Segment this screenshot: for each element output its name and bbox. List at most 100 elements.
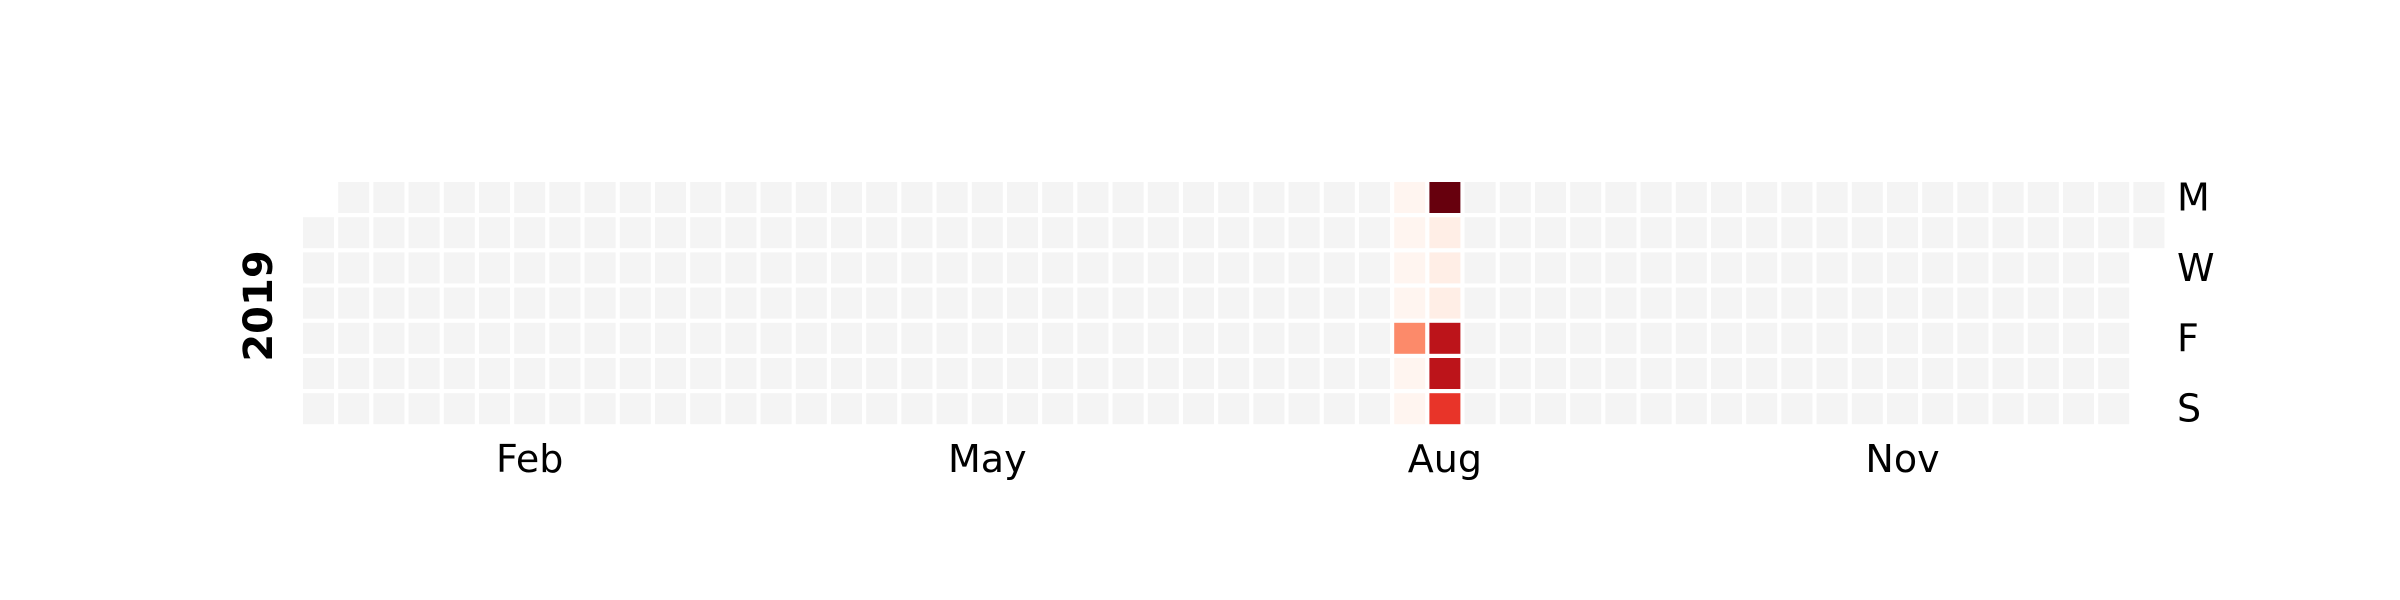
day-cell-2019-04-24 bbox=[866, 252, 898, 284]
weekday-label-2: W bbox=[2177, 246, 2215, 290]
weekday-label-6: S bbox=[2177, 387, 2201, 431]
day-cell-2019-04-05 bbox=[760, 322, 792, 354]
day-cell-2019-11-28 bbox=[1957, 287, 1989, 319]
day-cell-2019-01-19 bbox=[373, 358, 405, 389]
day-cell-2019-10-29 bbox=[1816, 217, 1848, 249]
day-cell-2019-11-14 bbox=[1887, 287, 1918, 319]
day-cell-2019-03-12 bbox=[655, 217, 686, 249]
day-cell-2019-10-19 bbox=[1746, 358, 1778, 389]
day-cell-2019-11-19 bbox=[1922, 217, 1954, 249]
day-cell-2019-01-18 bbox=[373, 322, 405, 354]
day-cell-2019-01-08 bbox=[338, 217, 370, 249]
day-cell-2019-03-04 bbox=[619, 182, 651, 213]
day-cell-2019-06-18 bbox=[1147, 217, 1179, 249]
day-cell-2019-08-10 bbox=[1394, 358, 1426, 389]
day-cell-2019-01-16 bbox=[373, 252, 405, 284]
day-cell-2019-11-06 bbox=[1851, 252, 1883, 284]
day-cell-2019-05-21 bbox=[1007, 217, 1038, 249]
day-cell-2019-11-30 bbox=[1957, 358, 1989, 389]
day-cell-2019-06-28 bbox=[1183, 322, 1214, 354]
day-cell-2019-09-28 bbox=[1640, 358, 1672, 389]
day-cell-2019-02-24 bbox=[549, 393, 581, 425]
day-cell-2019-09-22 bbox=[1605, 393, 1637, 425]
day-cell-2019-02-12 bbox=[514, 217, 546, 249]
day-cell-2019-05-04 bbox=[901, 358, 933, 389]
day-cell-2019-08-18 bbox=[1429, 393, 1461, 425]
day-cell-2019-10-28 bbox=[1816, 182, 1848, 213]
day-cell-2019-05-29 bbox=[1042, 252, 1074, 284]
day-cell-2019-09-16 bbox=[1605, 182, 1637, 213]
day-cell-2019-12-23 bbox=[2098, 182, 2130, 213]
day-cell-2019-12-02 bbox=[1992, 182, 2024, 213]
day-cell-2019-11-04 bbox=[1851, 182, 1883, 213]
day-cell-2019-01-06 bbox=[303, 393, 334, 425]
day-cell-2019-05-06 bbox=[936, 182, 968, 213]
day-cell-2019-04-29 bbox=[901, 182, 933, 213]
day-cell-2019-08-05 bbox=[1394, 182, 1426, 213]
day-cell-2019-05-07 bbox=[936, 217, 968, 249]
day-cell-2019-06-01 bbox=[1042, 358, 1074, 389]
day-cell-2019-06-06 bbox=[1077, 287, 1109, 319]
day-cell-2019-11-09 bbox=[1851, 358, 1883, 389]
day-cell-2019-03-11 bbox=[655, 182, 686, 213]
day-cell-2019-09-29 bbox=[1640, 393, 1672, 425]
day-cell-2019-03-29 bbox=[725, 322, 757, 354]
day-cell-2019-12-12 bbox=[2027, 287, 2059, 319]
day-cell-2019-05-30 bbox=[1042, 287, 1074, 319]
day-cell-2019-03-24 bbox=[690, 393, 722, 425]
day-cell-2019-12-06 bbox=[1992, 322, 2024, 354]
day-cell-2019-04-03 bbox=[760, 252, 792, 284]
day-cell-2019-01-14 bbox=[373, 182, 405, 213]
day-cell-2019-01-04 bbox=[303, 322, 334, 354]
day-cell-2019-11-18 bbox=[1922, 182, 1954, 213]
day-cell-2019-02-16 bbox=[514, 358, 546, 389]
day-cell-2019-09-19 bbox=[1605, 287, 1637, 319]
day-cell-2019-03-25 bbox=[725, 182, 757, 213]
day-cell-2019-06-08 bbox=[1077, 358, 1109, 389]
day-cell-2019-10-05 bbox=[1675, 358, 1707, 389]
day-cell-2019-09-30 bbox=[1675, 182, 1707, 213]
day-cell-2019-01-10 bbox=[338, 287, 370, 319]
day-cell-2019-01-20 bbox=[373, 393, 405, 425]
day-cell-2019-02-02 bbox=[443, 358, 475, 389]
day-cell-2019-08-20 bbox=[1464, 217, 1496, 249]
day-cell-2019-01-02 bbox=[303, 252, 334, 284]
day-cell-2019-04-14 bbox=[795, 393, 827, 425]
day-cell-2019-03-09 bbox=[619, 358, 651, 389]
day-cell-2019-04-17 bbox=[831, 252, 862, 284]
day-cell-2019-10-13 bbox=[1711, 393, 1742, 425]
day-cell-2019-08-21 bbox=[1464, 252, 1496, 284]
day-cell-2019-05-12 bbox=[936, 393, 968, 425]
day-cell-2019-03-23 bbox=[690, 358, 722, 389]
month-label-aug: Aug bbox=[1408, 437, 1482, 481]
day-cell-2019-04-15 bbox=[831, 182, 862, 213]
day-cell-2019-07-08 bbox=[1253, 182, 1285, 213]
day-cell-2019-11-03 bbox=[1816, 393, 1848, 425]
day-cell-2019-04-19 bbox=[831, 322, 862, 354]
day-cell-2019-11-15 bbox=[1887, 322, 1918, 354]
day-cell-2019-06-03 bbox=[1077, 182, 1109, 213]
day-cell-2019-03-02 bbox=[584, 358, 616, 389]
day-cell-2019-09-26 bbox=[1640, 287, 1672, 319]
day-cell-2019-01-09 bbox=[338, 252, 370, 284]
day-cell-2019-07-03 bbox=[1218, 252, 1250, 284]
day-cell-2019-04-20 bbox=[831, 358, 862, 389]
day-cell-2019-01-17 bbox=[373, 287, 405, 319]
day-cell-2019-12-04 bbox=[1992, 252, 2024, 284]
day-cell-2019-05-28 bbox=[1042, 217, 1074, 249]
day-cell-2019-04-13 bbox=[795, 358, 827, 389]
day-cell-2019-03-27 bbox=[725, 252, 757, 284]
day-cell-2019-07-12 bbox=[1253, 322, 1285, 354]
day-cell-2019-05-14 bbox=[971, 217, 1003, 249]
day-cell-2019-05-26 bbox=[1007, 393, 1038, 425]
month-labels: Feb May Aug Nov bbox=[496, 437, 1940, 481]
day-cell-2019-11-02 bbox=[1816, 358, 1848, 389]
day-cell-2019-06-22 bbox=[1147, 358, 1179, 389]
day-cell-2019-10-20 bbox=[1746, 393, 1778, 425]
day-cell-2019-06-12 bbox=[1112, 252, 1144, 284]
day-cell-2019-11-07 bbox=[1851, 287, 1883, 319]
day-cell-2019-06-26 bbox=[1183, 252, 1214, 284]
day-cell-2019-05-24 bbox=[1007, 322, 1038, 354]
day-cell-2019-04-27 bbox=[866, 358, 898, 389]
day-cell-2019-07-01 bbox=[1218, 182, 1250, 213]
